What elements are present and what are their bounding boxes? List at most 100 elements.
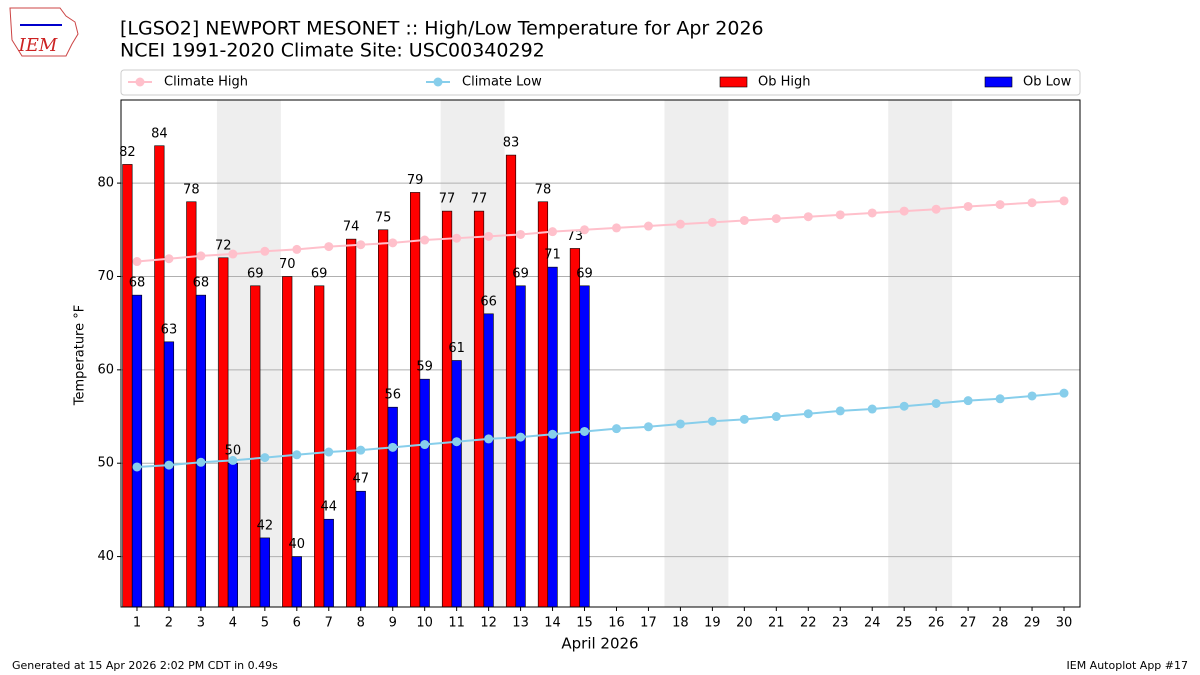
bar-value-label: 70 <box>279 257 296 272</box>
line-marker <box>132 257 142 267</box>
line-marker <box>995 394 1005 404</box>
x-tick-label: 10 <box>416 616 433 631</box>
bar <box>291 556 302 608</box>
bar-value-label: 59 <box>416 360 433 375</box>
footer-left: Generated at 15 Apr 2026 2:02 PM CDT in … <box>12 659 278 672</box>
line-marker <box>867 208 877 218</box>
line-marker <box>963 201 973 211</box>
bar-value-label: 61 <box>448 341 465 356</box>
x-tick-label: 30 <box>1056 616 1073 631</box>
line-marker <box>196 251 206 261</box>
bar-value-label: 66 <box>480 294 497 309</box>
legend-label: Climate High <box>164 75 248 90</box>
x-tick-label: 5 <box>261 616 269 631</box>
line-marker <box>707 416 717 426</box>
legend-label: Climate Low <box>462 75 542 90</box>
x-tick-label: 2 <box>165 616 173 631</box>
x-tick-label: 16 <box>608 616 625 631</box>
line <box>136 392 1065 468</box>
bar-value-label: 40 <box>289 537 306 552</box>
legend-swatch <box>984 76 1013 88</box>
legend-label: Ob Low <box>1023 75 1072 90</box>
bar <box>259 537 270 608</box>
x-tick-label: 13 <box>512 616 529 631</box>
y-tick-label: 50 <box>97 456 114 471</box>
line-marker <box>643 221 653 231</box>
x-tick-label: 1 <box>133 616 141 631</box>
x-tick-label: 3 <box>197 616 205 631</box>
bar <box>515 285 526 608</box>
x-tick-label: 18 <box>672 616 689 631</box>
bar <box>314 285 325 608</box>
y-tick-label: 40 <box>97 549 114 564</box>
bar <box>483 313 494 608</box>
bar-value-label: 47 <box>352 472 369 487</box>
line-marker <box>803 212 813 222</box>
line-marker <box>228 249 238 259</box>
bar <box>451 360 462 608</box>
bar <box>579 285 590 608</box>
x-tick-label: 6 <box>293 616 301 631</box>
x-tick-label: 24 <box>864 616 881 631</box>
line-marker <box>420 440 430 450</box>
line-marker <box>452 233 462 243</box>
line-marker <box>675 419 685 429</box>
x-tick-label: 21 <box>768 616 785 631</box>
legend-swatch <box>719 76 748 88</box>
chart-title: [LGSO2] NEWPORT MESONET :: High/Low Temp… <box>120 18 764 40</box>
x-tick-label: 22 <box>800 616 817 631</box>
line-marker <box>324 242 334 252</box>
line-marker <box>995 200 1005 210</box>
bar-value-label: 75 <box>375 210 392 225</box>
line-marker <box>771 214 781 224</box>
line-marker <box>899 206 909 216</box>
bar-value-label: 82 <box>119 145 136 160</box>
line-marker <box>1027 391 1037 401</box>
x-tick-label: 14 <box>544 616 561 631</box>
bar <box>163 341 175 608</box>
bar-value-label: 63 <box>161 322 178 337</box>
bar-value-label: 84 <box>151 126 168 141</box>
line-marker <box>707 217 717 227</box>
x-tick-label: 12 <box>480 616 497 631</box>
bar-value-label: 77 <box>439 192 456 207</box>
bar-value-label: 79 <box>407 173 424 188</box>
y-axis-label: Temperature °F <box>73 305 88 406</box>
line-marker <box>931 398 941 408</box>
line-marker <box>260 246 270 256</box>
bar-value-label: 78 <box>535 182 552 197</box>
bar-value-label: 42 <box>257 518 274 533</box>
x-tick-label: 19 <box>704 616 721 631</box>
x-tick-label: 7 <box>325 616 333 631</box>
chart-subtitle: NCEI 1991-2020 Climate Site: USC00340292 <box>120 40 545 62</box>
y-tick-label: 70 <box>97 269 114 284</box>
bar-value-label: 68 <box>129 276 146 291</box>
logo-text: IEM <box>18 35 58 56</box>
line-marker <box>388 442 398 452</box>
bar-value-label: 73 <box>567 229 584 244</box>
line-marker <box>164 254 174 264</box>
bar-value-label: 83 <box>503 136 520 151</box>
bar <box>355 490 366 608</box>
line-marker <box>835 406 845 416</box>
line-marker <box>292 450 302 460</box>
bar <box>473 210 485 608</box>
line-marker <box>771 412 781 422</box>
bar <box>569 248 581 608</box>
bar <box>122 164 133 608</box>
line-marker <box>548 429 558 439</box>
bar-value-label: 69 <box>247 266 264 281</box>
bar <box>378 229 389 608</box>
bar-value-label: 56 <box>384 388 401 403</box>
line-marker <box>580 426 590 436</box>
line-marker <box>1059 196 1069 206</box>
line-marker <box>484 434 494 444</box>
x-tick-label: 11 <box>448 616 465 631</box>
bar-value-label: 78 <box>183 182 200 197</box>
line-marker <box>164 460 174 470</box>
line-marker <box>132 462 142 472</box>
bar-value-label: 69 <box>512 266 529 281</box>
line-marker <box>611 424 621 434</box>
line-marker <box>835 210 845 220</box>
